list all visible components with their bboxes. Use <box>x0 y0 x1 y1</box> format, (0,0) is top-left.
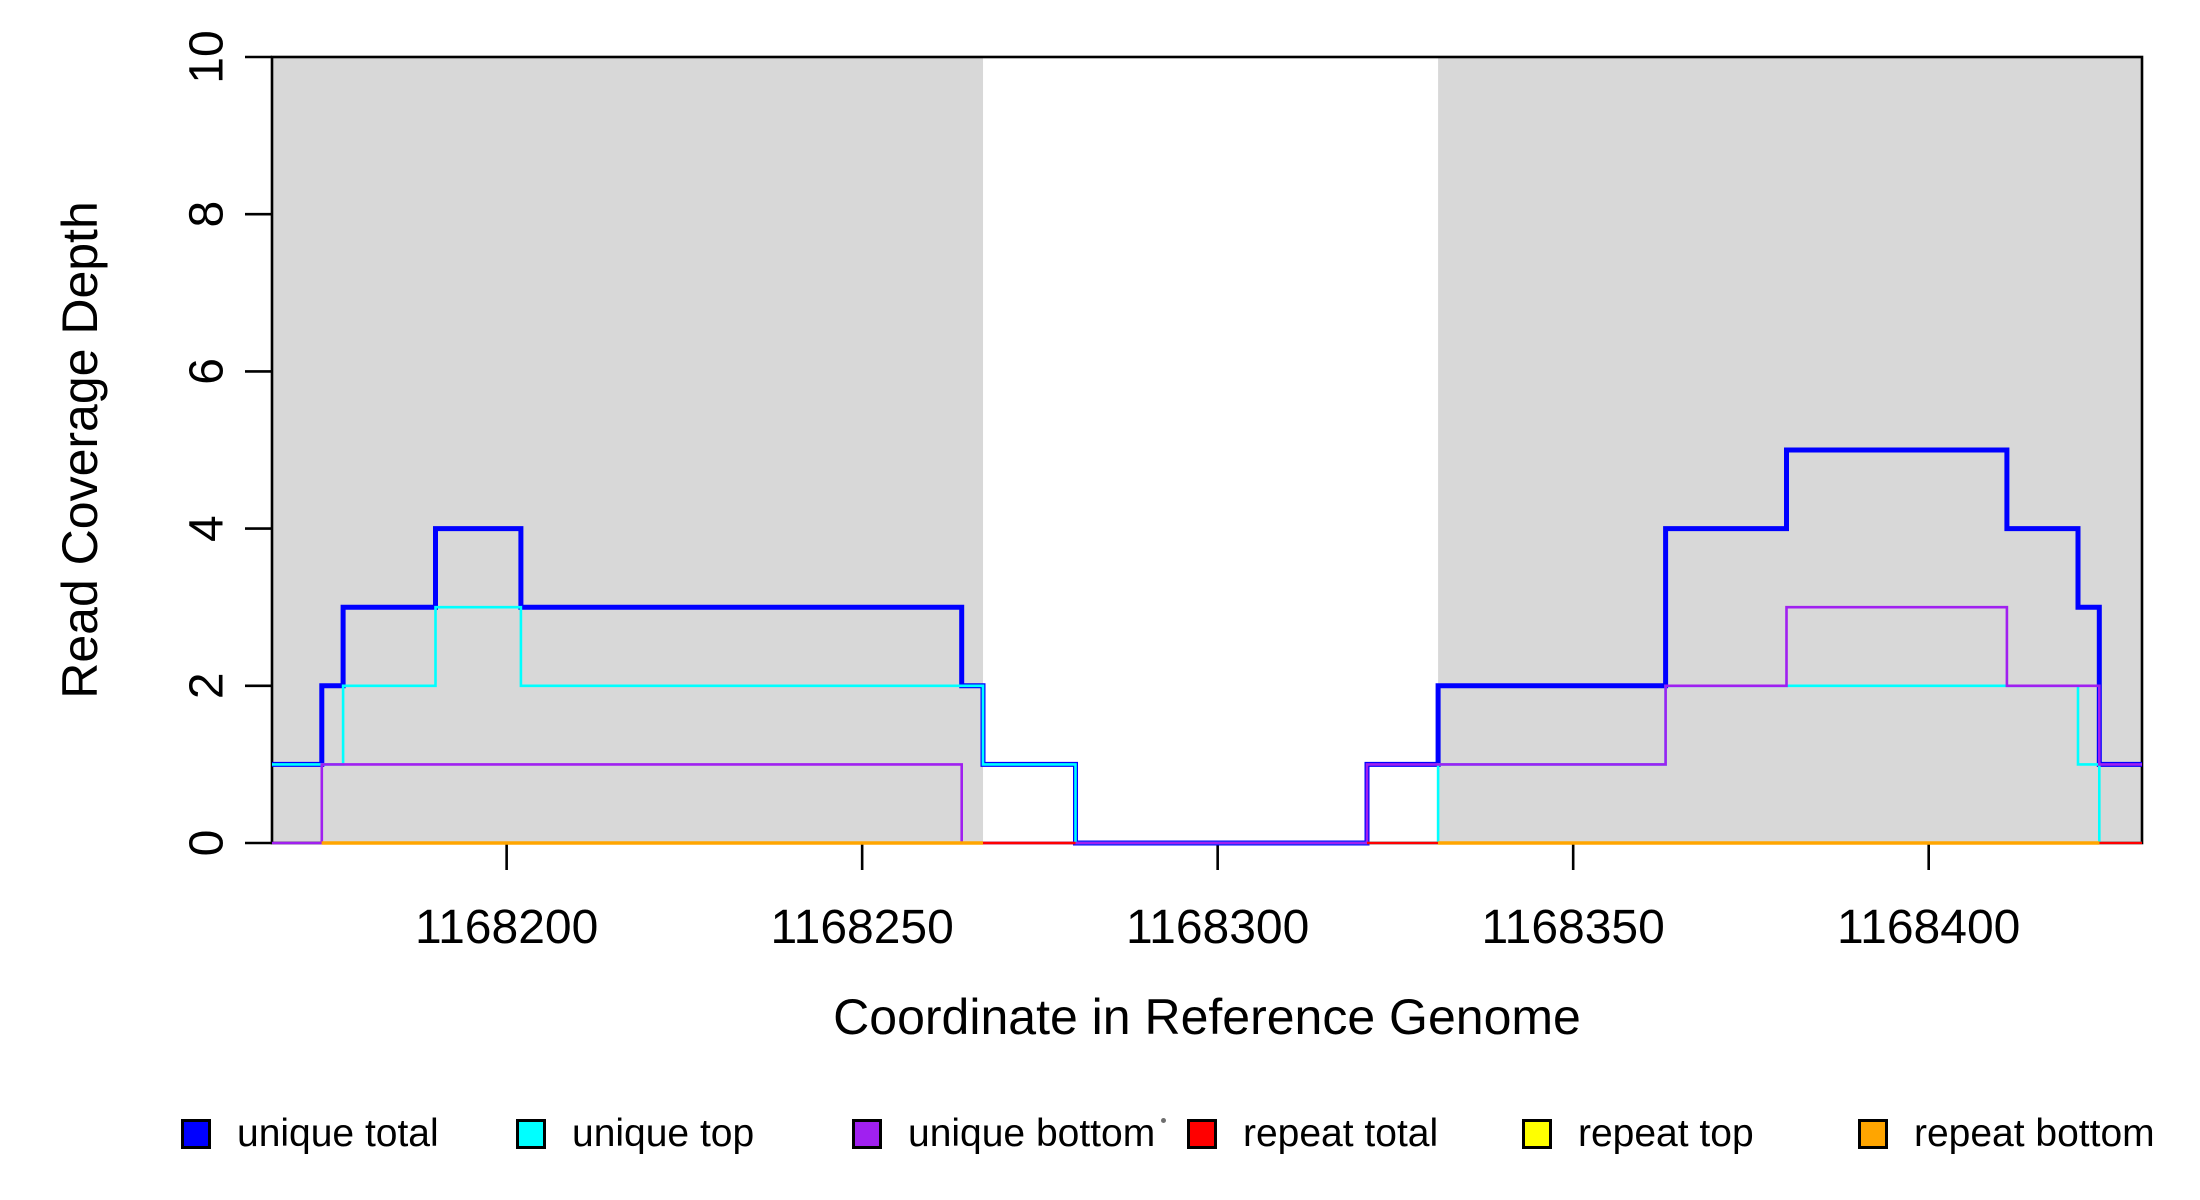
legend-label: repeat top <box>1578 1112 1754 1155</box>
legend-label: unique top <box>572 1112 755 1155</box>
legend-item-unique-total: unique total <box>181 1112 439 1156</box>
legend-label: unique total <box>237 1112 439 1155</box>
x-tick-label: 1168200 <box>415 901 598 954</box>
legend-item-unique-top: unique top <box>516 1112 754 1156</box>
series-unique-bottom <box>272 605 2142 845</box>
repeat-bottom-swatch-icon <box>1858 1119 1888 1149</box>
legend-label: repeat total <box>1243 1112 1439 1155</box>
unique-bottom-swatch-icon <box>852 1119 882 1149</box>
legend-item-repeat-total: repeat total <box>1187 1112 1438 1156</box>
y-tick-label: 0 <box>181 830 234 857</box>
repeat-top-swatch-icon <box>1522 1119 1552 1149</box>
unique-total-swatch-icon <box>181 1119 211 1149</box>
legend-label: repeat bottom <box>1914 1112 2155 1155</box>
y-tick-label: 10 <box>181 30 234 83</box>
unique-top-swatch-icon <box>516 1119 546 1149</box>
legend-item-repeat-bottom: repeat bottom <box>1858 1112 2155 1156</box>
x-tick-label: 1168400 <box>1837 901 2020 954</box>
legend-item-repeat-top: repeat top <box>1522 1112 1754 1156</box>
legend-label: unique bottom <box>908 1112 1156 1155</box>
y-tick-label: 8 <box>181 201 234 228</box>
repeat-region-shade <box>272 57 984 843</box>
y-axis-title: Read Coverage Depth <box>52 201 108 699</box>
repeat-total-swatch-icon <box>1187 1119 1217 1149</box>
legend-item-unique-bottom: unique bottom <box>852 1112 1155 1156</box>
stray-dot-artifact <box>1161 1118 1166 1123</box>
x-axis-title: Coordinate in Reference Genome <box>833 989 1581 1045</box>
x-tick-label: 1168350 <box>1482 901 1665 954</box>
x-tick-label: 1168250 <box>770 901 953 954</box>
series-unique-top <box>272 605 2142 845</box>
y-tick-label: 4 <box>181 515 234 542</box>
x-tick-label: 1168300 <box>1126 901 1309 954</box>
y-tick-label: 2 <box>181 672 234 699</box>
y-tick-label: 6 <box>181 358 234 385</box>
